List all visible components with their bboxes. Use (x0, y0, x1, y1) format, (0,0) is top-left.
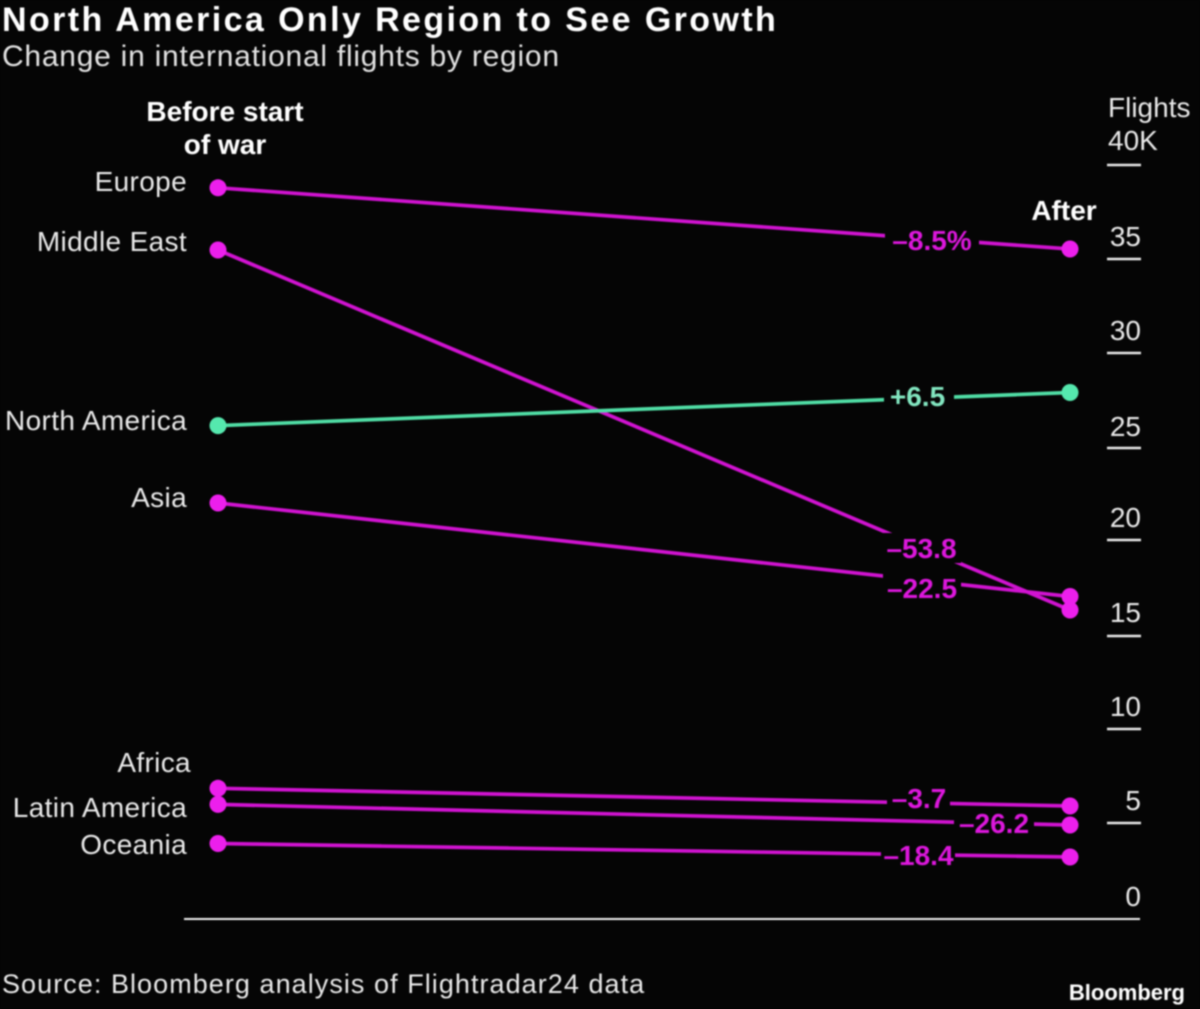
svg-text:Change in international flight: Change in international flights by regio… (2, 40, 560, 73)
svg-text:Source: Bloomberg analysis of: Source: Bloomberg analysis of Flightrada… (2, 969, 645, 999)
svg-text:40K: 40K (1108, 125, 1158, 156)
svg-text:–53.8: –53.8 (886, 533, 956, 564)
svg-text:+6.5: +6.5 (890, 381, 945, 412)
svg-text:–22.5: –22.5 (887, 573, 957, 604)
svg-text:After: After (1031, 195, 1096, 226)
svg-text:North America: North America (5, 405, 187, 436)
svg-text:Bloomberg: Bloomberg (1069, 980, 1185, 1005)
svg-text:Asia: Asia (131, 482, 187, 513)
svg-text:Middle East: Middle East (37, 226, 187, 257)
svg-text:Africa: Africa (117, 747, 191, 778)
svg-text:5: 5 (1125, 785, 1141, 816)
svg-text:North America Only Region to S: North America Only Region to See Growth (2, 1, 778, 39)
svg-text:35: 35 (1110, 221, 1141, 252)
svg-text:20: 20 (1110, 502, 1141, 533)
svg-text:Latin America: Latin America (13, 792, 187, 823)
svg-text:of war: of war (184, 129, 267, 160)
svg-text:0: 0 (1125, 881, 1141, 912)
svg-text:–8.5%: –8.5% (892, 225, 971, 256)
svg-text:15: 15 (1110, 597, 1141, 628)
svg-text:–26.2: –26.2 (959, 808, 1029, 839)
svg-text:30: 30 (1110, 315, 1141, 346)
svg-text:Oceania: Oceania (80, 829, 187, 860)
svg-text:Before start: Before start (146, 96, 303, 127)
svg-text:Flights: Flights (1108, 92, 1190, 123)
svg-text:25: 25 (1110, 411, 1141, 442)
svg-text:10: 10 (1110, 691, 1141, 722)
svg-text:–18.4: –18.4 (883, 840, 953, 871)
svg-text:–3.7: –3.7 (892, 783, 947, 814)
svg-text:Europe: Europe (95, 166, 187, 197)
